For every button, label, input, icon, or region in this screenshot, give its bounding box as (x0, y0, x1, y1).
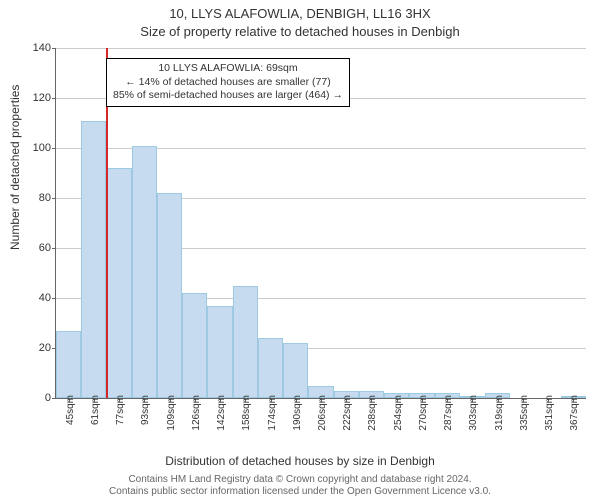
y-tick-label: 0 (26, 392, 51, 404)
histogram-bar (233, 286, 258, 399)
y-tick-label: 60 (26, 242, 51, 254)
y-tick-label: 120 (26, 92, 51, 104)
footer-line2: Contains public sector information licen… (0, 486, 600, 498)
histogram-bar (81, 121, 106, 399)
x-tick-label: 287sqm (443, 395, 454, 431)
histogram-bar (207, 306, 232, 399)
title-address: 10, LLYS ALAFOWLIA, DENBIGH, LL16 3HX (0, 6, 600, 21)
y-tick-mark (52, 298, 56, 299)
y-tick-label: 100 (26, 142, 51, 154)
x-tick-label: 126sqm (191, 395, 202, 431)
histogram-bar (182, 293, 207, 398)
y-tick-mark (52, 148, 56, 149)
y-tick-mark (52, 48, 56, 49)
histogram-bar (258, 338, 283, 398)
y-tick-mark (52, 198, 56, 199)
histogram-bar (132, 146, 157, 399)
x-tick-label: 270sqm (418, 395, 429, 431)
x-tick-label: 45sqm (65, 395, 76, 425)
x-tick-label: 254sqm (393, 395, 404, 431)
x-tick-label: 206sqm (317, 395, 328, 431)
x-tick-label: 335sqm (519, 395, 530, 431)
x-tick-label: 303sqm (468, 395, 479, 431)
x-tick-label: 142sqm (216, 395, 227, 431)
histogram-plot: 02040608010012014045sqm61sqm77sqm93sqm10… (55, 48, 586, 399)
footer-line1: Contains HM Land Registry data © Crown c… (0, 474, 600, 486)
x-tick-label: 61sqm (90, 395, 101, 425)
annotation-line1: 10 LLYS ALAFOWLIA: 69sqm (113, 62, 343, 76)
x-tick-label: 93sqm (140, 395, 151, 425)
histogram-bar (283, 343, 308, 398)
y-tick-label: 80 (26, 192, 51, 204)
gridline (56, 48, 586, 49)
annotation-line3: 85% of semi-detached houses are larger (… (113, 89, 343, 103)
x-tick-label: 109sqm (166, 395, 177, 431)
y-tick-label: 140 (26, 42, 51, 54)
x-tick-label: 238sqm (367, 395, 378, 431)
annotation-box: 10 LLYS ALAFOWLIA: 69sqm← 14% of detache… (106, 58, 350, 107)
footer-attribution: Contains HM Land Registry data © Crown c… (0, 474, 600, 498)
y-tick-label: 40 (26, 292, 51, 304)
y-tick-mark (52, 98, 56, 99)
histogram-bar (157, 193, 182, 398)
title-subtitle: Size of property relative to detached ho… (0, 24, 600, 39)
histogram-bar (106, 168, 131, 398)
annotation-line2: ← 14% of detached houses are smaller (77… (113, 76, 343, 90)
histogram-bar (56, 331, 81, 399)
x-tick-label: 351sqm (544, 395, 555, 431)
y-tick-mark (52, 398, 56, 399)
x-tick-label: 222sqm (342, 395, 353, 431)
y-axis-label: Number of detached properties (8, 85, 22, 250)
x-tick-label: 174sqm (267, 395, 278, 431)
y-tick-label: 20 (26, 342, 51, 354)
x-tick-label: 319sqm (494, 395, 505, 431)
x-tick-label: 158sqm (241, 395, 252, 431)
x-tick-label: 77sqm (115, 395, 126, 425)
x-axis-label: Distribution of detached houses by size … (0, 454, 600, 468)
x-tick-label: 190sqm (292, 395, 303, 431)
y-tick-mark (52, 248, 56, 249)
x-tick-label: 367sqm (569, 395, 580, 431)
